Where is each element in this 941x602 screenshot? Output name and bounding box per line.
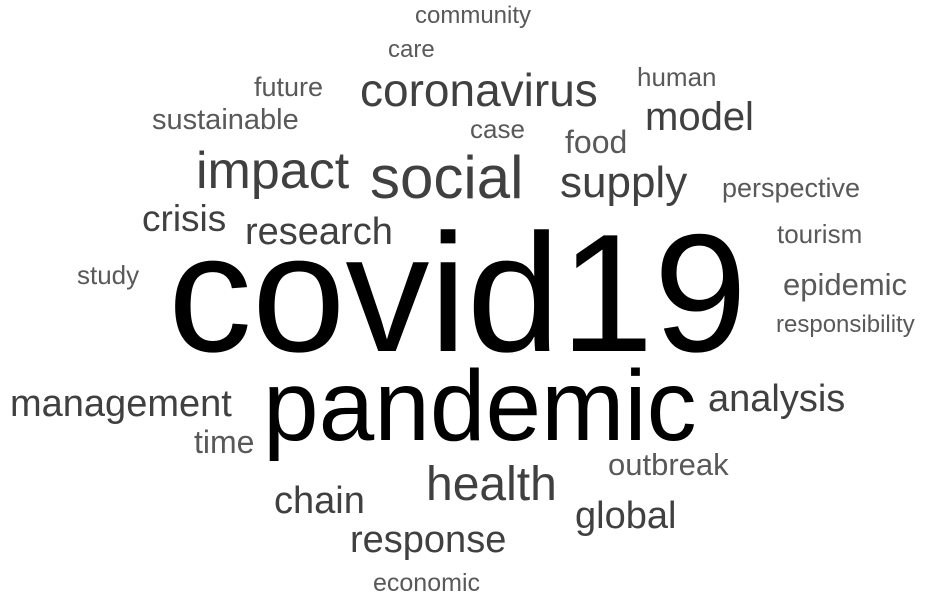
word-epidemic: epidemic: [783, 267, 908, 303]
word-supply: supply: [560, 158, 688, 208]
word-responsibility: responsibility: [776, 311, 915, 339]
word-research: research: [245, 210, 393, 253]
word-case: case: [470, 113, 525, 144]
word-model: model: [645, 95, 754, 139]
word-care: care: [388, 36, 435, 64]
word-future: future: [254, 71, 324, 102]
word-crisis: crisis: [142, 197, 227, 239]
word-food: food: [565, 124, 628, 161]
word-economic: economic: [373, 568, 480, 597]
word-outbreak: outbreak: [608, 447, 729, 483]
word-management: management: [10, 382, 232, 425]
word-covid19: covid19: [168, 198, 748, 387]
word-health: health: [426, 457, 557, 511]
word-impact: impact: [196, 142, 350, 201]
word-response: response: [350, 518, 507, 561]
word-perspective: perspective: [722, 172, 861, 203]
word-community: community: [415, 2, 532, 30]
word-chain: chain: [274, 479, 365, 522]
word-coronavirus: coronavirus: [360, 63, 598, 116]
word-pandemic: pandemic: [263, 350, 697, 462]
word-tourism: tourism: [777, 218, 863, 249]
word-human: human: [637, 61, 717, 92]
word-time: time: [194, 424, 255, 461]
word-global: global: [575, 494, 677, 537]
word-study: study: [77, 259, 140, 290]
word-analysis: analysis: [708, 377, 846, 420]
word-social: social: [370, 144, 524, 211]
word-sustainable: sustainable: [152, 103, 299, 136]
